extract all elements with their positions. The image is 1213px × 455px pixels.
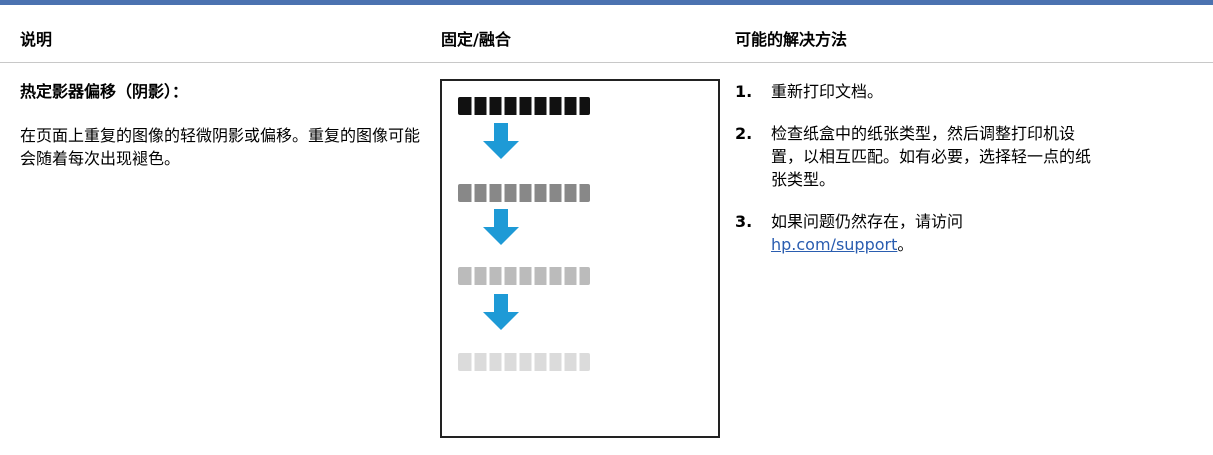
step-number: 3.: [735, 212, 753, 231]
step-number: 2.: [735, 124, 753, 143]
defect-title: 热定影器偏移（阴影）：: [20, 82, 189, 101]
column-header: 可能的解决方法: [735, 30, 848, 49]
defect-description: 在页面上重复的图像的轻微阴影或偏移。重复的图像可能会随着每次出现褪色。: [20, 126, 421, 168]
step-text: 检查纸盒中的纸张类型，然后调整打印机设置，以相互匹配。如有必要，选择轻一点的纸张…: [771, 124, 1092, 189]
step-text: 。: [897, 235, 914, 254]
example-image: [440, 79, 720, 438]
step: 3. 如果问题仍然存在，请访问 hp.com/support。: [735, 210, 1195, 256]
step-text: 重新打印文档。: [771, 82, 884, 101]
step-number: 1.: [735, 82, 753, 101]
column-header: 固定/融合: [441, 30, 511, 49]
step-text: 如果问题仍然存在，请访问: [771, 212, 964, 231]
solutions-cell: 1. 重新打印文档。 2. 检查纸盒中的纸张类型，然后调整打印机设置，以相互匹配。如…: [735, 80, 1195, 275]
step-text: 如果问题仍然存在，请访问 hp.com/support。: [771, 210, 1101, 256]
step: 2. 检查纸盒中的纸张类型，然后调整打印机设置，以相互匹配。如有必要，选择轻一点的…: [735, 122, 1195, 191]
description-cell: 热定影器偏移（阴影）： 在页面上重复的图像的轻微阴影或偏移。重复的图像可能会随着…: [20, 80, 420, 170]
top-bar: [0, 0, 1213, 5]
support-link[interactable]: hp.com/support: [771, 235, 898, 254]
divider: [0, 62, 1213, 63]
column-header: 说明: [20, 30, 53, 49]
step: 1. 重新打印文档。: [735, 80, 1195, 103]
